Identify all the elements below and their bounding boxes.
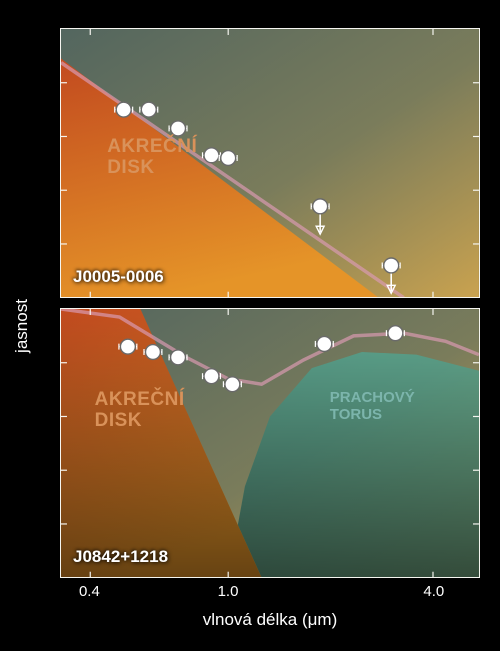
data-point <box>388 326 403 341</box>
data-layer-bottom <box>61 309 479 577</box>
data-point <box>313 199 328 214</box>
x-tick-2: 4.0 <box>423 583 444 600</box>
x-tick-1: 1.0 <box>218 583 239 600</box>
y-axis-label: jasnost <box>12 299 32 353</box>
data-point <box>116 102 131 117</box>
x-axis-label: vlnová délka (μm) <box>60 610 480 630</box>
chart-container: AKREČNÍ DISK J0005-0006 <box>60 28 480 628</box>
data-point <box>204 369 219 384</box>
data-point <box>141 102 156 117</box>
panel-id-top: J0005-0006 <box>73 267 164 287</box>
data-point <box>204 148 219 163</box>
data-point <box>120 339 135 354</box>
data-point <box>171 350 186 365</box>
x-tick-0: 0.4 <box>79 583 100 600</box>
data-point <box>225 377 240 392</box>
data-point <box>221 151 236 166</box>
torus-label-bottom: PRACHOVÝ TORUS <box>330 390 415 423</box>
disk-label-bottom: AKREČNÍ DISK <box>95 390 185 432</box>
disk-label-top: AKREČNÍ DISK <box>107 137 197 179</box>
panel-top: AKREČNÍ DISK J0005-0006 <box>60 28 480 298</box>
data-point <box>145 345 160 360</box>
data-point <box>317 336 332 351</box>
panel-bottom: AKREČNÍ DISK PRACHOVÝ TORUS J0842+1218 <box>60 308 480 578</box>
data-point <box>171 121 186 136</box>
data-point <box>384 258 399 273</box>
panel-id-bottom: J0842+1218 <box>73 547 168 567</box>
